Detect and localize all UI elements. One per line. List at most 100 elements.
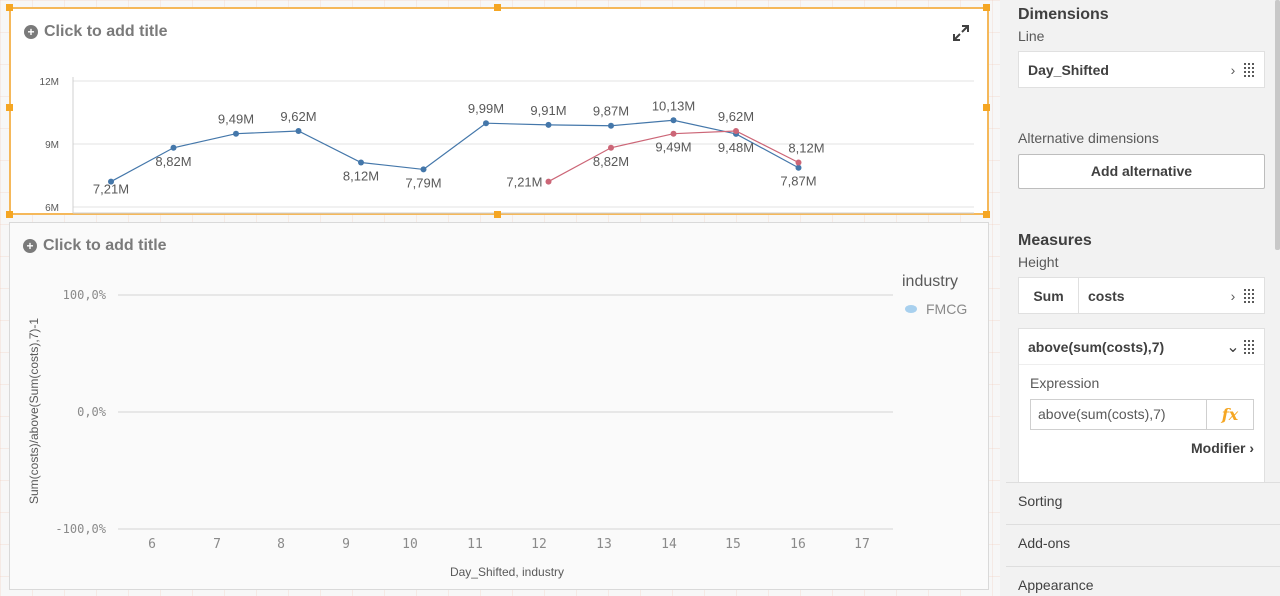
expand-icon[interactable] — [951, 23, 971, 43]
data-label: 7,87M — [780, 174, 816, 189]
data-label: 9,87M — [593, 104, 629, 119]
y-tick-label: 0,0% — [77, 405, 107, 419]
data-point — [483, 120, 489, 127]
x-tick-label: 6 — [148, 537, 156, 552]
sorting-section[interactable]: Sorting — [1006, 482, 1280, 524]
resize-handle[interactable] — [6, 104, 13, 111]
appearance-section[interactable]: Appearance — [1006, 566, 1280, 596]
add-title-button[interactable]: + Click to add title — [24, 23, 168, 41]
x-tick-label: 10 — [402, 537, 418, 552]
resize-handle[interactable] — [494, 211, 501, 218]
drag-grip-icon[interactable] — [1242, 288, 1256, 303]
resize-handle[interactable] — [983, 211, 990, 218]
add-title-button[interactable]: + Click to add title — [23, 237, 167, 255]
data-label: 9,62M — [718, 109, 754, 124]
x-tick-label: 17 — [854, 537, 870, 552]
chevron-right-icon: › — [1249, 440, 1254, 456]
x-tick-label: 12 — [531, 537, 547, 552]
chevron-right-icon: › — [1230, 61, 1236, 78]
data-label: 7,21M — [506, 175, 542, 190]
properties-panel: Dimensions Line Day_Shifted › Alternativ… — [1006, 0, 1280, 596]
legend-item: FMCG — [926, 301, 967, 317]
alternative-dimensions-label: Alternative dimensions — [1018, 130, 1159, 146]
data-label: 10,13M — [652, 98, 695, 113]
measures-heading: Measures — [1018, 232, 1092, 249]
plus-circle-icon: + — [24, 25, 38, 39]
x-tick-label: 14 — [661, 537, 677, 552]
dimension-field[interactable]: Day_Shifted › — [1018, 51, 1265, 88]
chevron-down-icon: ⌄ — [1226, 338, 1240, 356]
data-point — [795, 164, 802, 171]
resize-handle[interactable] — [6, 4, 13, 11]
legend-marker — [905, 305, 917, 313]
drag-grip-icon[interactable] — [1242, 62, 1256, 77]
legend-title: industry — [902, 273, 958, 290]
measure2-header[interactable]: above(sum(costs),7) ⌄ — [1019, 329, 1264, 365]
y-tick-label: -100,0% — [55, 522, 106, 536]
modifier-link[interactable]: Modifier › — [1191, 440, 1254, 456]
measure-expanded-card: above(sum(costs),7) ⌄ Expression above(s… — [1018, 328, 1265, 488]
measure-aggregation: Sum — [1019, 278, 1079, 313]
line-chart-panel-selected[interactable]: + Click to add title 12M 9M 6M 7,21M 8,82M 9,… — [9, 7, 989, 215]
data-label: 9,49M — [655, 140, 691, 155]
fx-icon[interactable]: fx — [1206, 400, 1253, 429]
data-label: 9,62M — [280, 109, 316, 124]
data-point — [608, 122, 614, 129]
x-tick-label: 16 — [790, 537, 806, 552]
series-line — [548, 130, 799, 183]
data-point — [608, 144, 614, 151]
data-label: 8,12M — [343, 168, 379, 183]
scrollbar[interactable] — [1275, 0, 1280, 250]
x-tick-label: 11 — [467, 537, 483, 552]
ratio-chart-panel[interactable]: + Click to add title 100,0% 0,0% -100,0% 6 7… — [9, 222, 989, 590]
add-alternative-button[interactable]: Add alternative — [1018, 154, 1265, 189]
data-label: 8,82M — [593, 154, 629, 169]
bottom-line-chart: 100,0% 0,0% -100,0% 6 7 8 9 10 11 12 13 14 15 16 17 Day… — [27, 273, 967, 579]
data-point — [545, 121, 552, 128]
y-tick-label: 9M — [45, 140, 59, 151]
add-title-label: Click to add title — [44, 23, 168, 40]
data-point — [233, 130, 239, 137]
data-point — [670, 117, 677, 124]
resize-handle[interactable] — [6, 211, 13, 218]
modifier-label: Modifier — [1190, 440, 1246, 456]
expression-value: above(sum(costs),7) — [1038, 406, 1166, 422]
data-point — [545, 178, 552, 185]
drag-grip-icon[interactable] — [1242, 339, 1256, 354]
y-tick-label: 100,0% — [63, 288, 107, 302]
measure2-title: above(sum(costs),7) — [1028, 338, 1165, 355]
addons-section[interactable]: Add-ons — [1006, 524, 1280, 566]
data-label: 8,12M — [788, 140, 824, 155]
line-label: Line — [1018, 28, 1045, 44]
y-tick-label: 6M — [45, 203, 59, 214]
x-axis-title: Day_Shifted, industry — [450, 565, 564, 579]
add-title-label: Click to add title — [43, 237, 167, 254]
measure-field-label: costs — [1088, 287, 1125, 304]
data-point — [733, 127, 739, 134]
dimensions-heading: Dimensions — [1018, 6, 1109, 23]
expression-input[interactable]: above(sum(costs),7) fx — [1030, 399, 1254, 430]
resize-handle[interactable] — [983, 104, 990, 111]
resize-handle[interactable] — [494, 4, 501, 11]
series-line — [110, 119, 799, 183]
data-point — [670, 130, 677, 137]
plus-circle-icon: + — [23, 239, 37, 253]
x-tick-label: 7 — [213, 537, 221, 552]
chevron-right-icon: › — [1230, 287, 1236, 304]
expression-label: Expression — [1030, 375, 1100, 391]
data-label: 9,48M — [718, 140, 754, 155]
data-label: 9,49M — [218, 112, 254, 127]
data-label: 7,79M — [405, 175, 441, 190]
data-point — [795, 159, 802, 166]
height-label: Height — [1018, 254, 1059, 270]
data-point — [358, 159, 364, 166]
y-tick-label: 12M — [40, 77, 59, 88]
x-tick-label: 8 — [277, 537, 285, 552]
sheet-canvas: + Click to add title 12M 9M 6M 7,21M 8,82M 9,… — [0, 0, 1000, 596]
measure-field[interactable]: Sum costs › — [1018, 277, 1265, 314]
data-point — [108, 178, 114, 185]
x-tick-label: 9 — [342, 537, 350, 552]
data-label: 9,91M — [530, 103, 566, 118]
top-line-chart: 12M 9M 6M 7,21M 8,82M 9,49M 9,62M 8,12M 7,79M 9,9… — [40, 77, 974, 214]
resize-handle[interactable] — [983, 4, 990, 11]
